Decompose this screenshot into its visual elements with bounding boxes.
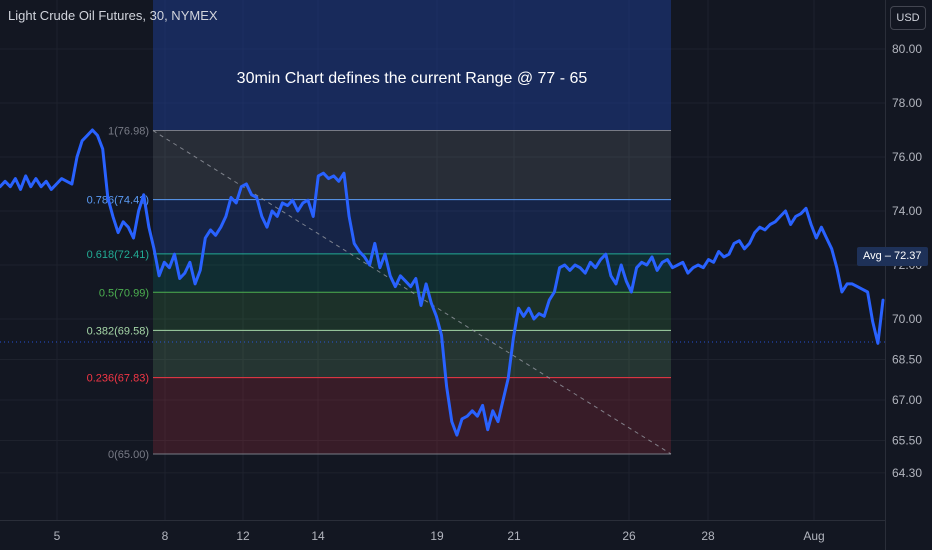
- fib-trend-line: [152, 130, 672, 455]
- fib-level-label: 0.5(70.99): [99, 287, 149, 299]
- y-tick-label: 67.00: [892, 393, 922, 407]
- avg-value: 72.37: [894, 250, 922, 262]
- x-tick-label: 19: [430, 529, 444, 543]
- y-tick-label: 76.00: [892, 150, 922, 164]
- y-tick-label: 68.50: [892, 353, 922, 367]
- price-line: [0, 128, 885, 437]
- avg-separator: –: [884, 250, 895, 262]
- range-box: [153, 0, 671, 131]
- fib-level-label: 0.236(67.83): [87, 373, 149, 385]
- avg-label: Avg: [863, 250, 882, 262]
- y-tick-label: 74.00: [892, 204, 922, 218]
- x-tick-label: 8: [162, 529, 169, 543]
- x-tick-label: 21: [507, 529, 521, 543]
- y-tick-label: 64.30: [892, 466, 922, 480]
- x-tick-label: Aug: [803, 529, 824, 543]
- avg-badge: Avg – 72.37: [857, 247, 928, 266]
- chart-title: Light Crude Oil Futures, 30, NYMEX: [8, 8, 218, 23]
- x-tick-label: 12: [236, 529, 250, 543]
- fib-level-label: 0.618(72.41): [87, 249, 149, 261]
- x-tick-label: 28: [701, 529, 715, 543]
- fib-band: [153, 199, 671, 254]
- fib-level-label: 0(65.00): [108, 449, 149, 461]
- x-tick-label: 26: [622, 529, 636, 543]
- x-axis: 5 8 12 14 19 21 26 28 Aug: [54, 529, 825, 543]
- y-tick-label: 70.00: [892, 312, 922, 326]
- chart-annotation: 30min Chart defines the current Range @ …: [236, 70, 588, 87]
- currency-button[interactable]: USD: [890, 6, 926, 30]
- y-axis: 80.0078.0076.0074.0072.0070.0068.5067.00…: [892, 42, 922, 480]
- fib-band: [153, 330, 671, 378]
- y-tick-label: 78.00: [892, 96, 922, 110]
- fib-band: [153, 292, 671, 331]
- x-tick-label: 5: [54, 529, 61, 543]
- fib-level-label: 1(76.98): [108, 126, 149, 138]
- fib-band: [153, 130, 671, 200]
- y-tick-label: 65.50: [892, 434, 922, 448]
- fib-level-label: 0.786(74.42): [87, 195, 149, 207]
- x-tick-label: 14: [311, 529, 325, 543]
- fib-band: [153, 377, 671, 454]
- y-tick-label: 80.00: [892, 42, 922, 56]
- fib-level-label: 0.382(69.58): [87, 325, 149, 337]
- fib-retracement: 1(76.98) 0.786(74.42) 0.618(72.41) 0.5(70.9…: [87, 126, 671, 461]
